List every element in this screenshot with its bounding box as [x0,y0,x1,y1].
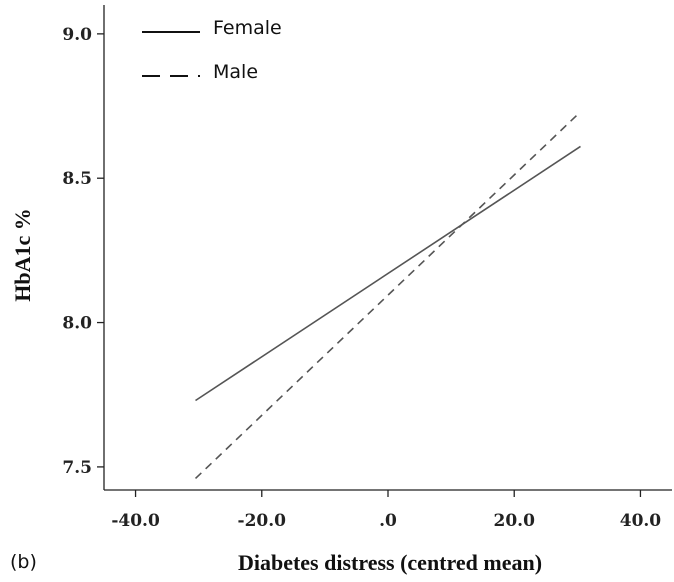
legend-label-female: Female [213,17,282,39]
x-tick-label: -40.0 [111,511,160,531]
y-tick-label: 9.0 [62,25,92,45]
y-tick-label: 8.5 [62,169,92,189]
legend: Female Male [142,17,282,83]
x-tick-label: 20.0 [494,511,536,531]
y-ticks: 7.5 8.0 8.5 9.0 [62,25,104,478]
legend-label-male: Male [213,61,258,83]
x-tick-label: -20.0 [238,511,287,531]
x-tick-label: 40.0 [620,511,662,531]
series-layer [194,111,582,480]
y-axis-title: HbA1c % [10,208,35,302]
y-tick-label: 8.0 [62,314,92,334]
series-line-male [194,111,582,480]
x-tick-label: .0 [379,511,397,531]
x-ticks: -40.0 -20.0 .0 20.0 40.0 [111,490,661,531]
series-line-female [195,145,581,402]
panel-label: (b) [10,551,37,573]
x-axis-title: Diabetes distress (centred mean) [238,550,542,575]
axes [103,5,672,491]
y-tick-label: 7.5 [62,458,92,478]
